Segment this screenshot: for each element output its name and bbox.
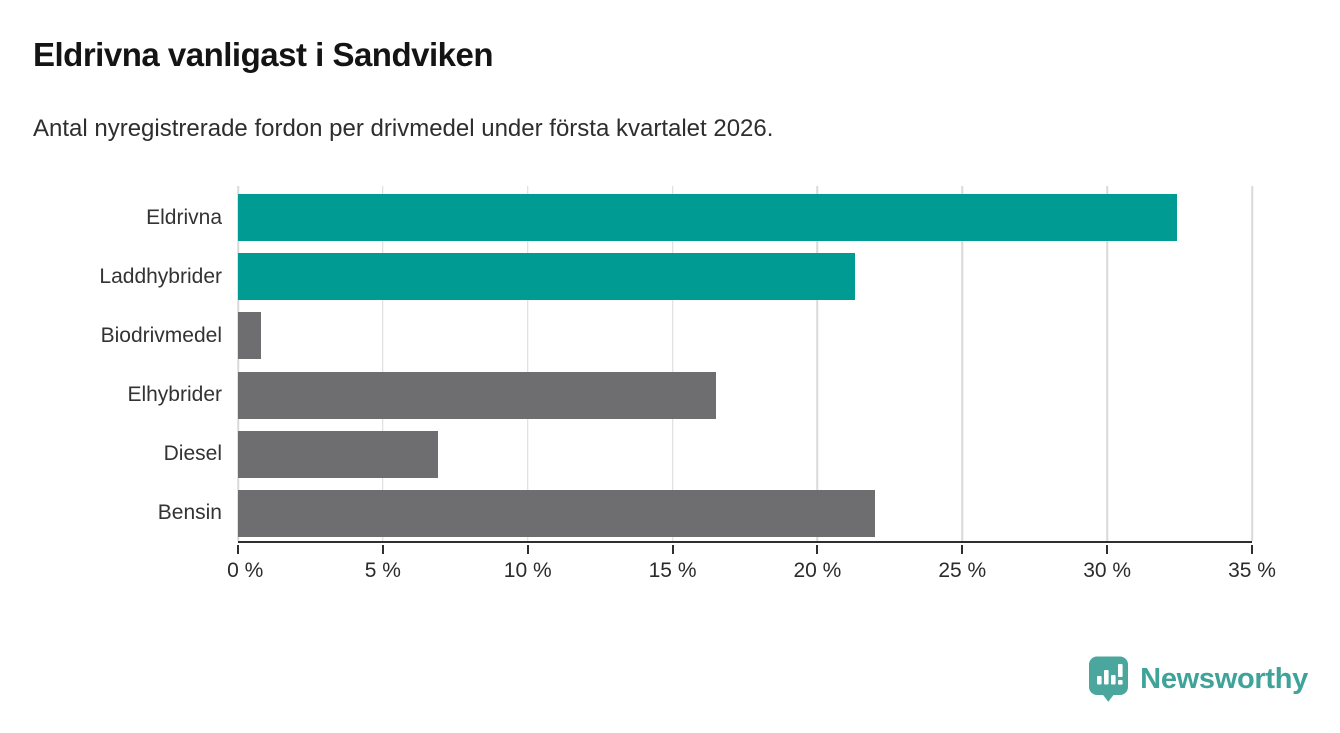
gridline-5	[382, 186, 384, 541]
gridline-0	[237, 186, 239, 541]
newsworthy-brand: Newsworthy	[1088, 656, 1308, 703]
plot-area	[237, 186, 1253, 543]
gridline-20	[816, 186, 819, 541]
x-axis-tick-label-30: 30 %	[1083, 559, 1132, 582]
category-labels-column: Eldrivna Laddhybrider Biodrivmedel Elhybrid…	[0, 188, 222, 543]
chart-subtitle: Antal nyregistrerade fordon per drivmede…	[33, 115, 774, 142]
x-axis-tick-label-0: 0 %	[227, 559, 264, 582]
bar-chart: Eldrivna Laddhybrider Biodrivmedel Elhybrid…	[0, 186, 1340, 608]
bar-row	[238, 306, 1252, 365]
x-axis-tick-label-25: 25 %	[938, 559, 987, 582]
gridline-25	[961, 186, 964, 541]
bar-row	[238, 366, 1252, 425]
x-axis-tick-25	[961, 545, 964, 554]
newsworthy-logo-icon	[1089, 656, 1129, 702]
x-axis-tick-15	[671, 545, 674, 554]
bar-row	[238, 188, 1252, 247]
category-label-bensin: Bensin	[157, 501, 222, 525]
x-axis-tick-30	[1106, 545, 1109, 554]
category-label-elhybrider: Elhybrider	[127, 383, 222, 407]
x-axis: 0 % 5 % 10 % 15 % 20 % 25 % 30 % 35 %	[227, 545, 1276, 595]
gridline-10	[526, 186, 529, 541]
category-label-eldrivna: Eldrivna	[146, 205, 222, 229]
bar-diesel	[238, 430, 438, 478]
gridline-15	[671, 186, 674, 541]
bar-row	[238, 247, 1252, 306]
newsworthy-wordmark: Newsworthy	[1140, 663, 1308, 695]
bar-laddhybrider	[238, 253, 856, 301]
bar-row	[238, 484, 1252, 543]
bar-eldrivna	[238, 194, 1177, 242]
x-axis-tick-5	[381, 545, 384, 554]
x-axis-tick-label-15: 15 %	[648, 559, 697, 582]
category-label-diesel: Diesel	[163, 442, 222, 466]
x-axis-tick-label-5: 5 %	[364, 559, 401, 582]
x-axis-tick-label-10: 10 %	[503, 559, 552, 582]
x-axis-tick-0	[237, 545, 239, 554]
x-axis-tick-label-35: 35 %	[1228, 559, 1276, 582]
bar-elhybrider	[238, 371, 717, 419]
category-label-laddhybrider: Laddhybrider	[99, 264, 222, 288]
x-axis-tick-10	[526, 545, 529, 554]
chart-title: Eldrivna vanligast i Sandviken	[33, 36, 494, 73]
category-label-biodrivmedel: Biodrivmedel	[100, 323, 222, 347]
bar-bensin	[238, 490, 876, 538]
x-axis-tick-20	[816, 545, 819, 554]
bar-row	[238, 425, 1252, 484]
gridline-35	[1251, 186, 1253, 541]
gridline-30	[1106, 186, 1108, 541]
x-axis-tick-35	[1251, 545, 1253, 554]
x-axis-tick-label-20: 20 %	[793, 559, 842, 582]
bar-biodrivmedel	[238, 312, 262, 360]
